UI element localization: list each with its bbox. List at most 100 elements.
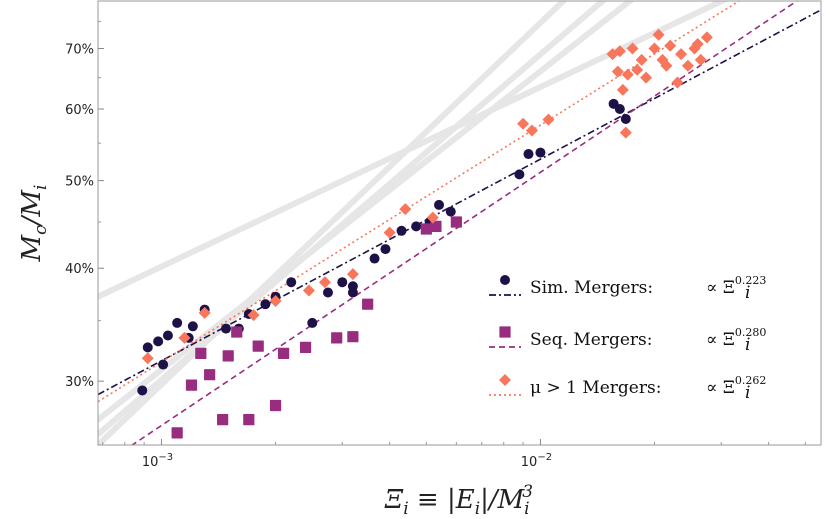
legend-fit-label: ∝ Ξ0.280 xyxy=(706,326,766,350)
point-square xyxy=(420,223,432,235)
point-diamond xyxy=(675,48,688,61)
legend-marker-square xyxy=(499,326,511,338)
point-circle xyxy=(535,147,546,158)
point-circle xyxy=(137,385,148,396)
point-square xyxy=(217,414,229,426)
point-diamond xyxy=(621,68,634,81)
point-square xyxy=(331,332,343,344)
point-diamond xyxy=(648,42,661,55)
point-diamond xyxy=(399,203,412,216)
point-square xyxy=(347,331,359,343)
point-square xyxy=(362,298,374,310)
legend-fit-subscript: i xyxy=(745,383,750,403)
point-circle xyxy=(187,321,198,332)
x-axis-ticks: 10−3 10−2 xyxy=(102,439,806,470)
point-square xyxy=(277,347,290,359)
point-circle xyxy=(322,287,333,298)
point-circle xyxy=(434,199,445,210)
point-diamond xyxy=(613,45,626,58)
legend-fit-label: ∝ Ξ0.223 xyxy=(706,274,766,298)
x-axis-label: Ξi ≡ |Ei|/M3 i xyxy=(384,482,533,519)
x-tick-label: 10−3 xyxy=(142,452,173,470)
point-diamond xyxy=(178,331,191,344)
point-circle xyxy=(172,317,183,328)
point-diamond xyxy=(640,71,653,84)
point-circle xyxy=(158,359,169,370)
y-axis-ticks: 30% 40% 50% 60% 70% xyxy=(65,20,104,390)
legend-fit-subscript: i xyxy=(745,335,750,355)
point-square xyxy=(171,427,183,439)
point-circle xyxy=(260,299,271,310)
point-circle xyxy=(307,317,318,328)
legend-fit-label: ∝ Ξ0.262 xyxy=(706,374,766,398)
point-diamond xyxy=(626,42,639,55)
background-curve xyxy=(98,1,729,300)
point-diamond xyxy=(525,124,538,137)
point-diamond xyxy=(426,211,439,224)
legend-label: μ > 1 Mergers: xyxy=(530,378,661,398)
point-diamond xyxy=(616,83,629,96)
data-points xyxy=(137,28,713,439)
point-diamond xyxy=(611,65,624,78)
point-circle xyxy=(514,169,525,180)
point-circle xyxy=(369,253,380,264)
y-tick-label: 30% xyxy=(65,375,94,390)
y-tick-label: 60% xyxy=(65,103,94,118)
point-diamond xyxy=(302,284,315,297)
legend-label: Seq. Mergers: xyxy=(530,330,653,350)
point-diamond xyxy=(681,59,694,72)
point-circle xyxy=(411,221,422,232)
point-square xyxy=(252,340,264,352)
point-circle xyxy=(380,244,391,255)
point-diamond xyxy=(318,276,331,289)
point-square xyxy=(243,414,255,426)
legend-label: Sim. Mergers: xyxy=(530,278,653,298)
point-circle xyxy=(347,287,358,298)
point-diamond xyxy=(660,59,673,72)
point-diamond xyxy=(619,126,632,139)
point-diamond xyxy=(383,226,396,239)
point-square xyxy=(231,326,243,338)
y-tick-label: 70% xyxy=(65,42,94,57)
y-axis-label: Mc/Mi xyxy=(17,185,51,263)
legend-fit-subscript: i xyxy=(745,283,750,303)
y-tick-label: 40% xyxy=(65,262,94,277)
point-square xyxy=(269,399,282,412)
point-diamond xyxy=(517,117,530,130)
fit-line-diamond xyxy=(98,1,741,403)
point-diamond xyxy=(671,76,684,89)
point-circle xyxy=(220,323,231,334)
point-square xyxy=(185,379,198,391)
x-tick-label: 10−2 xyxy=(521,452,552,470)
point-diamond xyxy=(691,38,704,51)
point-diamond xyxy=(542,113,555,126)
background-curve xyxy=(98,1,635,423)
y-tick-label: 50% xyxy=(65,175,94,190)
point-diamond xyxy=(269,294,282,307)
plot-frame xyxy=(97,0,822,446)
point-circle xyxy=(142,342,153,353)
fit-line-circle xyxy=(98,9,821,396)
point-circle xyxy=(286,277,297,288)
point-circle xyxy=(396,225,407,236)
point-diamond xyxy=(346,268,359,281)
point-diamond xyxy=(700,31,713,44)
point-diamond xyxy=(664,39,677,52)
legend-marker-circle xyxy=(500,275,510,285)
point-square xyxy=(299,341,312,353)
point-square xyxy=(222,350,234,362)
point-diamond xyxy=(247,309,260,322)
point-circle xyxy=(523,149,534,160)
point-diamond xyxy=(631,63,644,76)
point-square xyxy=(195,347,207,359)
point-diamond xyxy=(141,352,154,365)
point-circle xyxy=(162,330,173,341)
point-circle xyxy=(445,206,456,217)
point-square xyxy=(204,369,216,381)
point-circle xyxy=(337,277,348,288)
point-square xyxy=(450,216,462,228)
legend-marker-diamond xyxy=(499,374,511,386)
point-circle xyxy=(153,336,164,347)
